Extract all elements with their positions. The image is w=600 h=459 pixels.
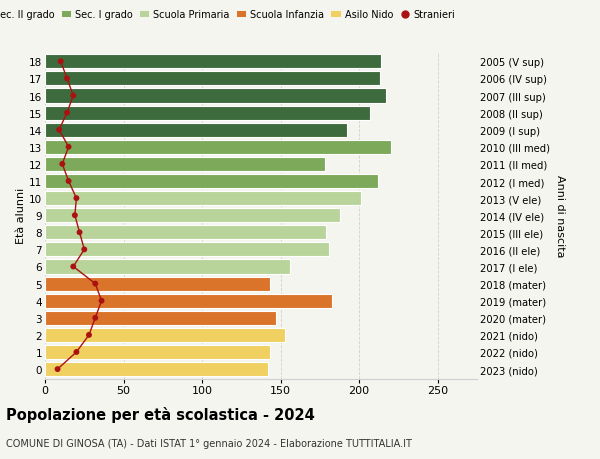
Text: COMUNE DI GINOSA (TA) - Dati ISTAT 1° gennaio 2024 - Elaborazione TUTTITALIA.IT: COMUNE DI GINOSA (TA) - Dati ISTAT 1° ge… — [6, 438, 412, 448]
Point — [64, 144, 73, 151]
Point — [62, 110, 72, 117]
Bar — [45, 260, 290, 274]
Point — [84, 331, 94, 339]
Bar — [45, 226, 326, 240]
Point — [70, 212, 80, 219]
Point — [91, 314, 100, 322]
Legend: Sec. II grado, Sec. I grado, Scuola Primaria, Scuola Infanzia, Asilo Nido, Stran: Sec. II grado, Sec. I grado, Scuola Prim… — [0, 11, 455, 20]
Bar — [45, 55, 381, 69]
Bar — [45, 362, 268, 376]
Bar — [45, 157, 325, 172]
Point — [68, 93, 78, 100]
Point — [91, 280, 100, 288]
Bar — [45, 345, 269, 359]
Point — [71, 348, 81, 356]
Bar — [45, 243, 329, 257]
Text: Popolazione per età scolastica - 2024: Popolazione per età scolastica - 2024 — [6, 406, 315, 422]
Point — [79, 246, 89, 253]
Bar — [45, 294, 332, 308]
Bar — [45, 277, 269, 291]
Bar — [45, 90, 386, 103]
Point — [68, 263, 78, 271]
Point — [56, 58, 65, 66]
Point — [97, 297, 106, 305]
Y-axis label: Età alunni: Età alunni — [16, 188, 26, 244]
Bar — [45, 192, 361, 206]
Bar — [45, 106, 370, 120]
Point — [71, 195, 81, 202]
Bar — [45, 140, 391, 155]
Bar — [45, 328, 286, 342]
Bar — [45, 123, 347, 137]
Point — [55, 127, 64, 134]
Point — [64, 178, 73, 185]
Point — [58, 161, 67, 168]
Point — [62, 76, 72, 83]
Bar — [45, 174, 378, 189]
Y-axis label: Anni di nascita: Anni di nascita — [556, 174, 565, 257]
Bar — [45, 72, 380, 86]
Point — [75, 229, 85, 236]
Bar — [45, 209, 340, 223]
Point — [53, 366, 62, 373]
Bar — [45, 311, 276, 325]
